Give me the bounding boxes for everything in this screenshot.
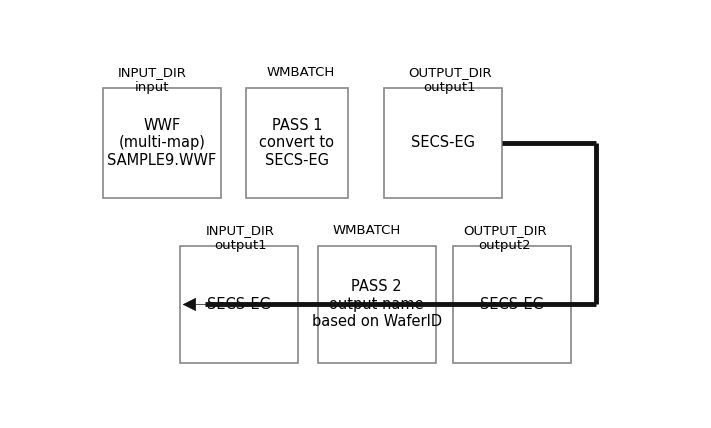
FancyBboxPatch shape bbox=[384, 88, 502, 198]
Text: OUTPUT_DIR
output2: OUTPUT_DIR output2 bbox=[463, 224, 547, 253]
Text: OUTPUT_DIR
output1: OUTPUT_DIR output1 bbox=[408, 66, 491, 94]
Text: WMBATCH: WMBATCH bbox=[267, 66, 335, 79]
FancyBboxPatch shape bbox=[180, 246, 299, 363]
Text: WWF
(multi-map)
SAMPLE9.WWF: WWF (multi-map) SAMPLE9.WWF bbox=[107, 118, 217, 168]
Text: SECS-EG: SECS-EG bbox=[207, 297, 271, 312]
FancyBboxPatch shape bbox=[318, 246, 436, 363]
FancyBboxPatch shape bbox=[246, 88, 348, 198]
FancyBboxPatch shape bbox=[102, 88, 221, 198]
Text: PASS 2
output name
based on WaferID: PASS 2 output name based on WaferID bbox=[311, 279, 442, 329]
Text: PASS 1
convert to
SECS-EG: PASS 1 convert to SECS-EG bbox=[260, 118, 334, 168]
Text: SECS-EG: SECS-EG bbox=[411, 135, 475, 150]
Text: SECS-EG: SECS-EG bbox=[480, 297, 544, 312]
Text: WMBATCH: WMBATCH bbox=[333, 224, 401, 238]
FancyBboxPatch shape bbox=[452, 246, 571, 363]
Text: INPUT_DIR
input: INPUT_DIR input bbox=[118, 66, 187, 94]
Text: INPUT_DIR
output1: INPUT_DIR output1 bbox=[206, 224, 275, 253]
